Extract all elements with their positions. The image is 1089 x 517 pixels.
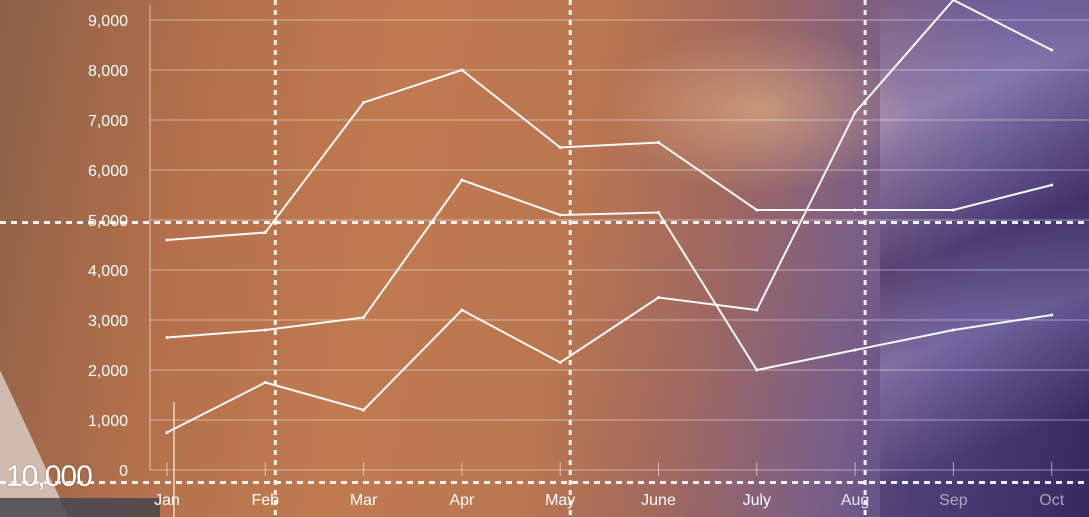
data-point bbox=[853, 208, 857, 212]
data-point bbox=[165, 238, 169, 242]
corner-bar bbox=[0, 498, 160, 517]
data-point bbox=[657, 141, 660, 144]
data-point bbox=[362, 101, 366, 104]
x-tick-label: Feb bbox=[252, 492, 280, 509]
data-point bbox=[460, 308, 464, 312]
series-line-3 bbox=[166, 0, 1053, 434]
y-tick-label: 4,000 bbox=[88, 263, 128, 280]
data-point bbox=[558, 361, 562, 364]
data-point bbox=[657, 296, 660, 299]
x-tick-label: May bbox=[545, 492, 575, 509]
data-point bbox=[460, 68, 464, 72]
data-point bbox=[263, 231, 267, 234]
background-streak bbox=[880, 0, 1089, 517]
data-point bbox=[558, 146, 562, 149]
data-point bbox=[263, 328, 267, 332]
data-point bbox=[853, 111, 857, 114]
data-point bbox=[951, 208, 955, 212]
y-tick-label: 0 bbox=[119, 463, 128, 480]
y-tick-label: 2,000 bbox=[88, 363, 128, 380]
y-tick-label: 6,000 bbox=[88, 163, 128, 180]
x-tick-label: July bbox=[743, 492, 771, 509]
data-point bbox=[1050, 48, 1054, 52]
y-tick-label: 9,000 bbox=[88, 13, 128, 30]
x-tick-label: Sep bbox=[939, 492, 968, 509]
series-line-1 bbox=[166, 68, 1052, 241]
y-tick-label: 7,000 bbox=[88, 113, 128, 130]
y-tick-label: 5,000 bbox=[88, 213, 128, 230]
data-point bbox=[951, 328, 955, 332]
x-tick-label: June bbox=[641, 492, 676, 509]
data-point bbox=[165, 336, 169, 339]
x-tick-label: Aug bbox=[841, 492, 869, 509]
data-point bbox=[165, 431, 169, 434]
data-point bbox=[755, 308, 759, 312]
x-tick-label: Mar bbox=[350, 492, 378, 509]
data-point bbox=[1050, 313, 1054, 317]
y-tick-label: 3,000 bbox=[88, 313, 128, 330]
x-tick-label: Oct bbox=[1039, 492, 1064, 509]
data-point bbox=[362, 408, 366, 412]
y-tick-label: 1,000 bbox=[88, 413, 128, 430]
data-point bbox=[362, 316, 366, 319]
overlay-value-label: 10,000 bbox=[6, 460, 93, 493]
data-point bbox=[1050, 183, 1054, 187]
data-point bbox=[460, 178, 464, 182]
x-tick-label: Jan bbox=[154, 492, 180, 509]
x-tick-label: Apr bbox=[449, 492, 475, 509]
corner-triangle bbox=[0, 370, 70, 517]
series-line-2 bbox=[166, 178, 1052, 372]
y-tick-label: 8,000 bbox=[88, 63, 128, 80]
data-point bbox=[755, 368, 759, 372]
data-point bbox=[951, 0, 955, 2]
data-point bbox=[657, 211, 660, 214]
data-point bbox=[853, 348, 857, 352]
data-point bbox=[558, 213, 562, 217]
data-point bbox=[263, 381, 267, 384]
data-point bbox=[755, 208, 759, 212]
